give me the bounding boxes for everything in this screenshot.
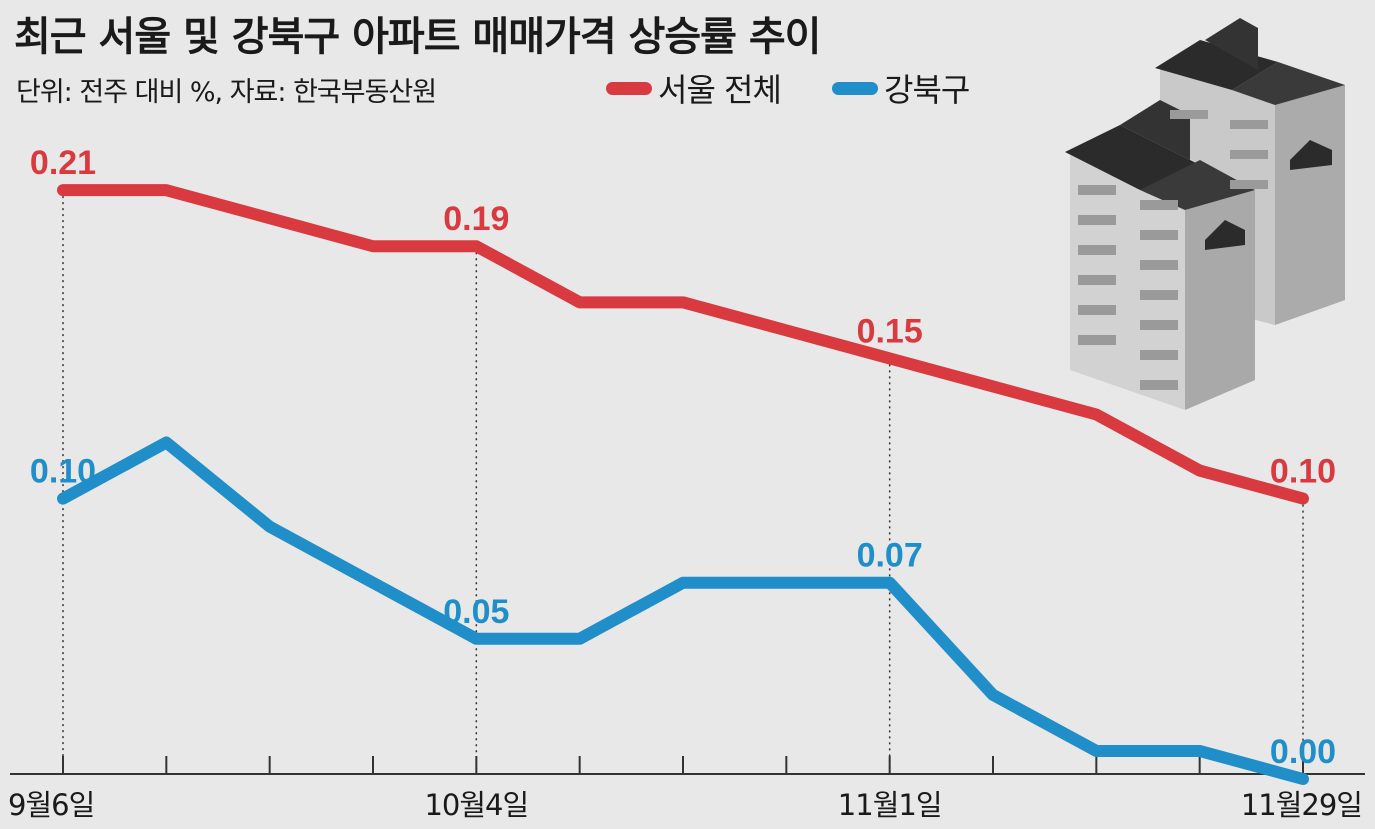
- x-axis-ticks: [62, 756, 1304, 774]
- legend-item-seoul: 서울 전체: [606, 68, 782, 109]
- x-axis-labels: 9월6일 10월4일 11월1일 11월29일: [8, 788, 1363, 822]
- data-label: 0.21: [30, 144, 96, 182]
- x-tick-label: 10월4일: [424, 788, 528, 822]
- point-labels: 0.21 0.19 0.15 0.10 0.10 0.05 0.07 0.00: [30, 144, 1336, 771]
- series-lines: [57, 184, 1309, 785]
- series-line-1: [57, 436, 1309, 785]
- x-tick-label: 11월29일: [1241, 788, 1362, 822]
- legend-label-seoul: 서울 전체: [658, 71, 782, 109]
- chart-subtitle: 단위: 전주 대비 %, 자료: 한국부동산원: [16, 77, 437, 108]
- x-tick-label: 11월1일: [838, 788, 942, 822]
- x-tick-label: 9월6일: [8, 788, 94, 822]
- data-label: 0.00: [1270, 733, 1336, 771]
- data-label: 0.05: [443, 593, 509, 631]
- legend-label-gangbuk: 강북구: [884, 71, 970, 109]
- legend-swatch-gangbuk: [832, 81, 878, 95]
- chart-title: 최근 서울 및 강북구 아파트 매매가격 상승률 추이: [14, 14, 821, 60]
- data-label: 0.10: [1270, 453, 1336, 491]
- data-label: 0.15: [857, 312, 923, 350]
- guide-lines: [62, 190, 1304, 774]
- data-label: 0.10: [30, 453, 96, 491]
- data-label: 0.19: [443, 200, 509, 238]
- legend-item-gangbuk: 강북구: [832, 68, 970, 109]
- series-line-0: [57, 184, 1309, 505]
- legend-swatch-seoul: [606, 81, 652, 95]
- apartment-buildings-icon: [1065, 18, 1345, 410]
- data-label: 0.07: [857, 537, 923, 575]
